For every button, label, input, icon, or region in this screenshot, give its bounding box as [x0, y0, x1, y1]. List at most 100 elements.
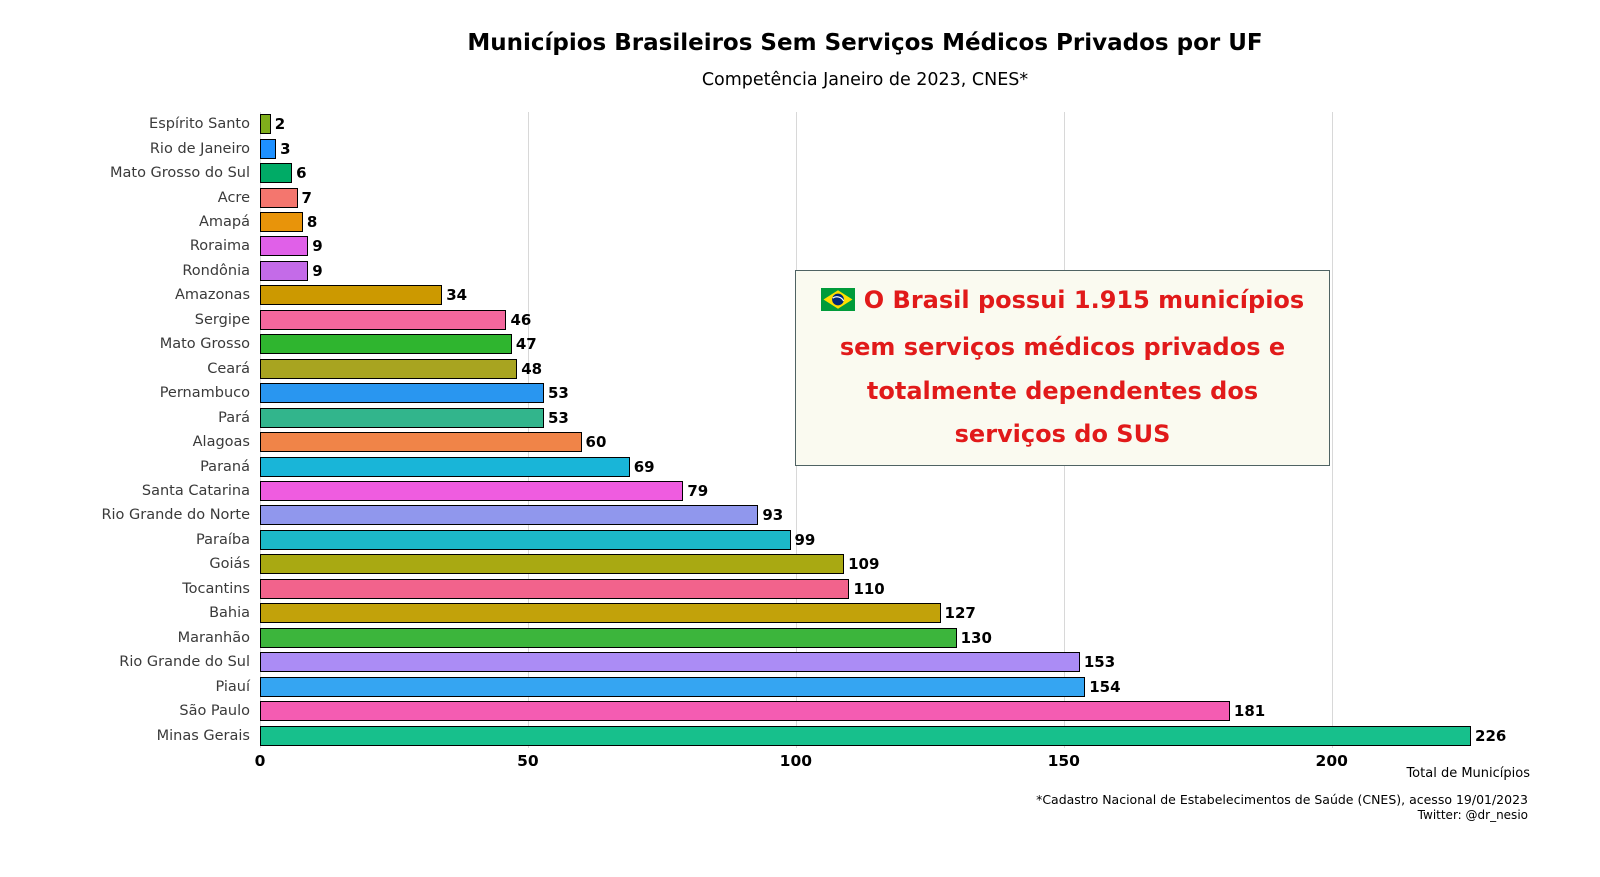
- bar: [260, 236, 309, 257]
- bar: [260, 725, 1472, 746]
- bar-track: 9: [260, 259, 1530, 283]
- bar-track: 53: [260, 381, 1530, 405]
- bar-track: 130: [260, 626, 1530, 650]
- category-label: Paraíba: [196, 531, 250, 548]
- bar-track: 47: [260, 332, 1530, 356]
- bar-row: Bahia 127: [209, 601, 1530, 625]
- category-label: Minas Gerais: [156, 727, 250, 744]
- bar-track: 48: [260, 357, 1530, 381]
- bar: [260, 481, 684, 502]
- bar-track: 154: [260, 674, 1530, 698]
- bar-track: 46: [260, 308, 1530, 332]
- gridline: [1331, 112, 1333, 748]
- category-label: Piauí: [215, 678, 250, 695]
- category-label: Roraima: [189, 238, 250, 255]
- value-label: 7: [301, 188, 312, 207]
- bar-track: 109: [260, 552, 1530, 576]
- bar: [260, 578, 850, 599]
- category-label: Sergipe: [194, 311, 250, 328]
- bar-row: Paraná 69: [200, 454, 1530, 478]
- x-tick-label: 50: [517, 752, 539, 770]
- x-tick-label: 0: [254, 752, 266, 770]
- annotation-box: O Brasil possui 1.915 municípios sem ser…: [795, 270, 1330, 466]
- value-label: 60: [585, 433, 607, 452]
- bar-track: 181: [260, 699, 1530, 723]
- category-label: Espírito Santo: [149, 116, 250, 133]
- bar-track: 2: [260, 112, 1530, 136]
- bar-track: 99: [260, 528, 1530, 552]
- category-label: Rondônia: [182, 262, 250, 279]
- category-label: Tocantins: [182, 580, 250, 597]
- bar-track: 153: [260, 650, 1530, 674]
- bar-row: Rio de Janeiro 3: [150, 136, 1530, 160]
- value-label: 181: [1233, 702, 1266, 721]
- bar-track: 110: [260, 577, 1530, 601]
- bar: [260, 212, 303, 233]
- category-label: Rio Grande do Norte: [101, 507, 250, 524]
- footnote-twitter: Twitter: @dr_nesio: [1417, 808, 1528, 822]
- bar-row: Pernambuco 53: [160, 381, 1530, 405]
- value-label: 47: [515, 335, 537, 354]
- bar-track: 8: [260, 210, 1530, 234]
- bar-row: Maranhão 130: [178, 626, 1530, 650]
- bar: [260, 358, 518, 379]
- value-label: 9: [312, 237, 323, 256]
- bar-track: 127: [260, 601, 1530, 625]
- annotation-text: O Brasil possui 1.915 municípios sem ser…: [839, 286, 1305, 449]
- bar-track: 34: [260, 283, 1530, 307]
- bar: [260, 554, 845, 575]
- x-tick-label: 200: [1315, 752, 1348, 770]
- bar-row: Espírito Santo 2: [149, 112, 1530, 136]
- bar-row: Ceará 48: [207, 357, 1530, 381]
- value-label: 34: [446, 286, 468, 305]
- bar-rows: Espírito Santo 2 Rio de Janeiro 3 Mato Gross…: [101, 112, 1530, 748]
- gridline: [260, 112, 261, 748]
- value-label: 48: [521, 359, 543, 378]
- category-label: Bahia: [209, 605, 250, 622]
- bar: [260, 309, 507, 330]
- bar: [260, 383, 544, 404]
- category-label: Santa Catarina: [141, 483, 250, 500]
- annotation-text-block: O Brasil possui 1.915 municípios sem ser…: [812, 279, 1313, 457]
- category-label: Goiás: [209, 556, 250, 573]
- category-label: Rio Grande do Sul: [119, 654, 250, 671]
- bar: [260, 529, 791, 550]
- bar-track: 53: [260, 405, 1530, 429]
- chart-subtitle: Competência Janeiro de 2023, CNES*: [701, 70, 1029, 90]
- value-label: 109: [848, 555, 880, 574]
- gridline: [527, 112, 529, 748]
- bar-track: 60: [260, 430, 1530, 454]
- value-label: 93: [762, 506, 784, 525]
- value-label: 53: [548, 408, 569, 427]
- bar-row: Acre 7: [218, 185, 1530, 209]
- bar-track: 69: [260, 454, 1530, 478]
- bar: [260, 163, 293, 184]
- value-label: 153: [1083, 653, 1116, 672]
- x-axis: 0 50 100 150 200: [255, 752, 1530, 774]
- value-label: 3: [280, 139, 291, 158]
- bar: [260, 603, 941, 624]
- bar: [260, 652, 1080, 673]
- chart-title: Municípios Brasileiros Sem Serviços Médi…: [467, 30, 1263, 56]
- value-label: 2: [274, 115, 286, 134]
- value-label: 79: [687, 482, 709, 501]
- brazil-flag-icon: [820, 282, 855, 326]
- bar-row: Mato Grosso 47: [160, 332, 1530, 356]
- category-label: Paraná: [200, 458, 250, 475]
- bar: [260, 114, 271, 135]
- bar-row: Mato Grosso do Sul 6: [110, 161, 1530, 185]
- bar-row: São Paulo 181: [179, 699, 1530, 723]
- bar: [260, 187, 298, 208]
- bar: [260, 456, 630, 477]
- bar-row: Piauí 154: [215, 674, 1530, 698]
- footnote-source: *Cadastro Nacional de Estabelecimentos d…: [1036, 792, 1528, 807]
- bar: [260, 138, 277, 159]
- bar-row: Rio Grande do Norte 93: [101, 503, 1530, 527]
- value-label: 127: [944, 604, 976, 623]
- category-label: Amazonas: [174, 287, 250, 304]
- value-label: 6: [296, 164, 307, 183]
- value-label: 46: [510, 310, 532, 329]
- bar-track: 6: [260, 161, 1530, 185]
- value-label: 154: [1089, 677, 1121, 696]
- category-label: Alagoas: [192, 434, 250, 451]
